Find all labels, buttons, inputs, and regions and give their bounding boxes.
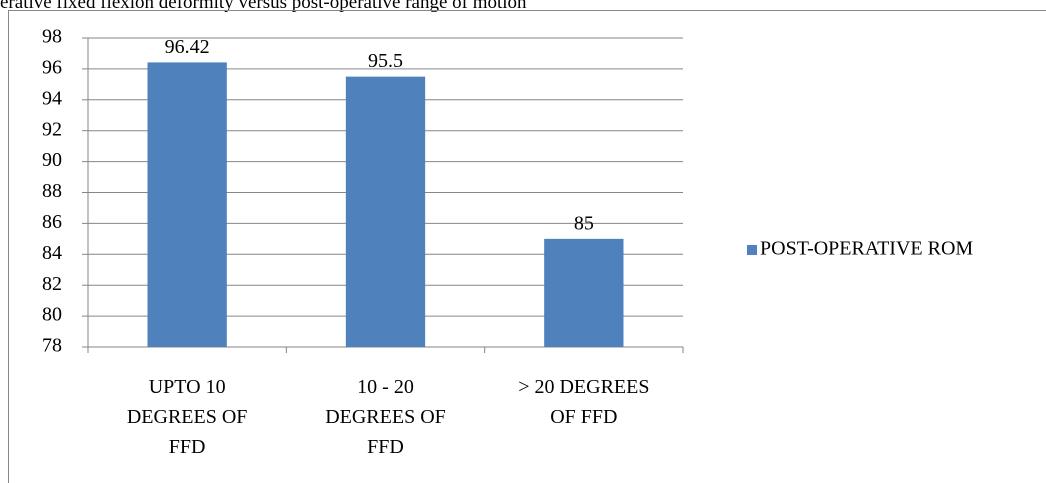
legend-swatch (747, 245, 757, 255)
y-tick-label: 80 (42, 304, 62, 326)
bar (147, 62, 227, 347)
chart-title: erative fixed flexion deformity versus p… (0, 0, 527, 13)
x-tick-label: 10 - 20 DEGREES OF FFD (325, 376, 446, 458)
bar (345, 76, 426, 347)
bar (544, 238, 624, 347)
chart-border (8, 10, 1046, 483)
y-tick-label: 88 (42, 180, 62, 202)
y-tick-label: 78 (42, 335, 62, 357)
y-tick-label: 98 (42, 26, 62, 48)
data-label: 95.5 (368, 50, 403, 72)
x-tick-label: UPTO 10 DEGREES OF FFD (126, 376, 248, 458)
y-tick-label: 92 (42, 118, 62, 140)
x-tick-label: > 20 DEGREES OF FFD (518, 376, 650, 428)
y-tick-label: 86 (42, 211, 62, 233)
y-tick-label: 84 (42, 242, 62, 264)
y-tick-label: 94 (42, 87, 62, 109)
data-label: 96.42 (165, 36, 210, 58)
y-tick-label: 90 (42, 149, 62, 171)
y-tick-label: 96 (42, 56, 62, 78)
data-label: 85 (574, 212, 594, 234)
y-tick-label: 82 (42, 273, 62, 295)
legend-label: POST-OPERATIVE ROM (760, 238, 973, 260)
